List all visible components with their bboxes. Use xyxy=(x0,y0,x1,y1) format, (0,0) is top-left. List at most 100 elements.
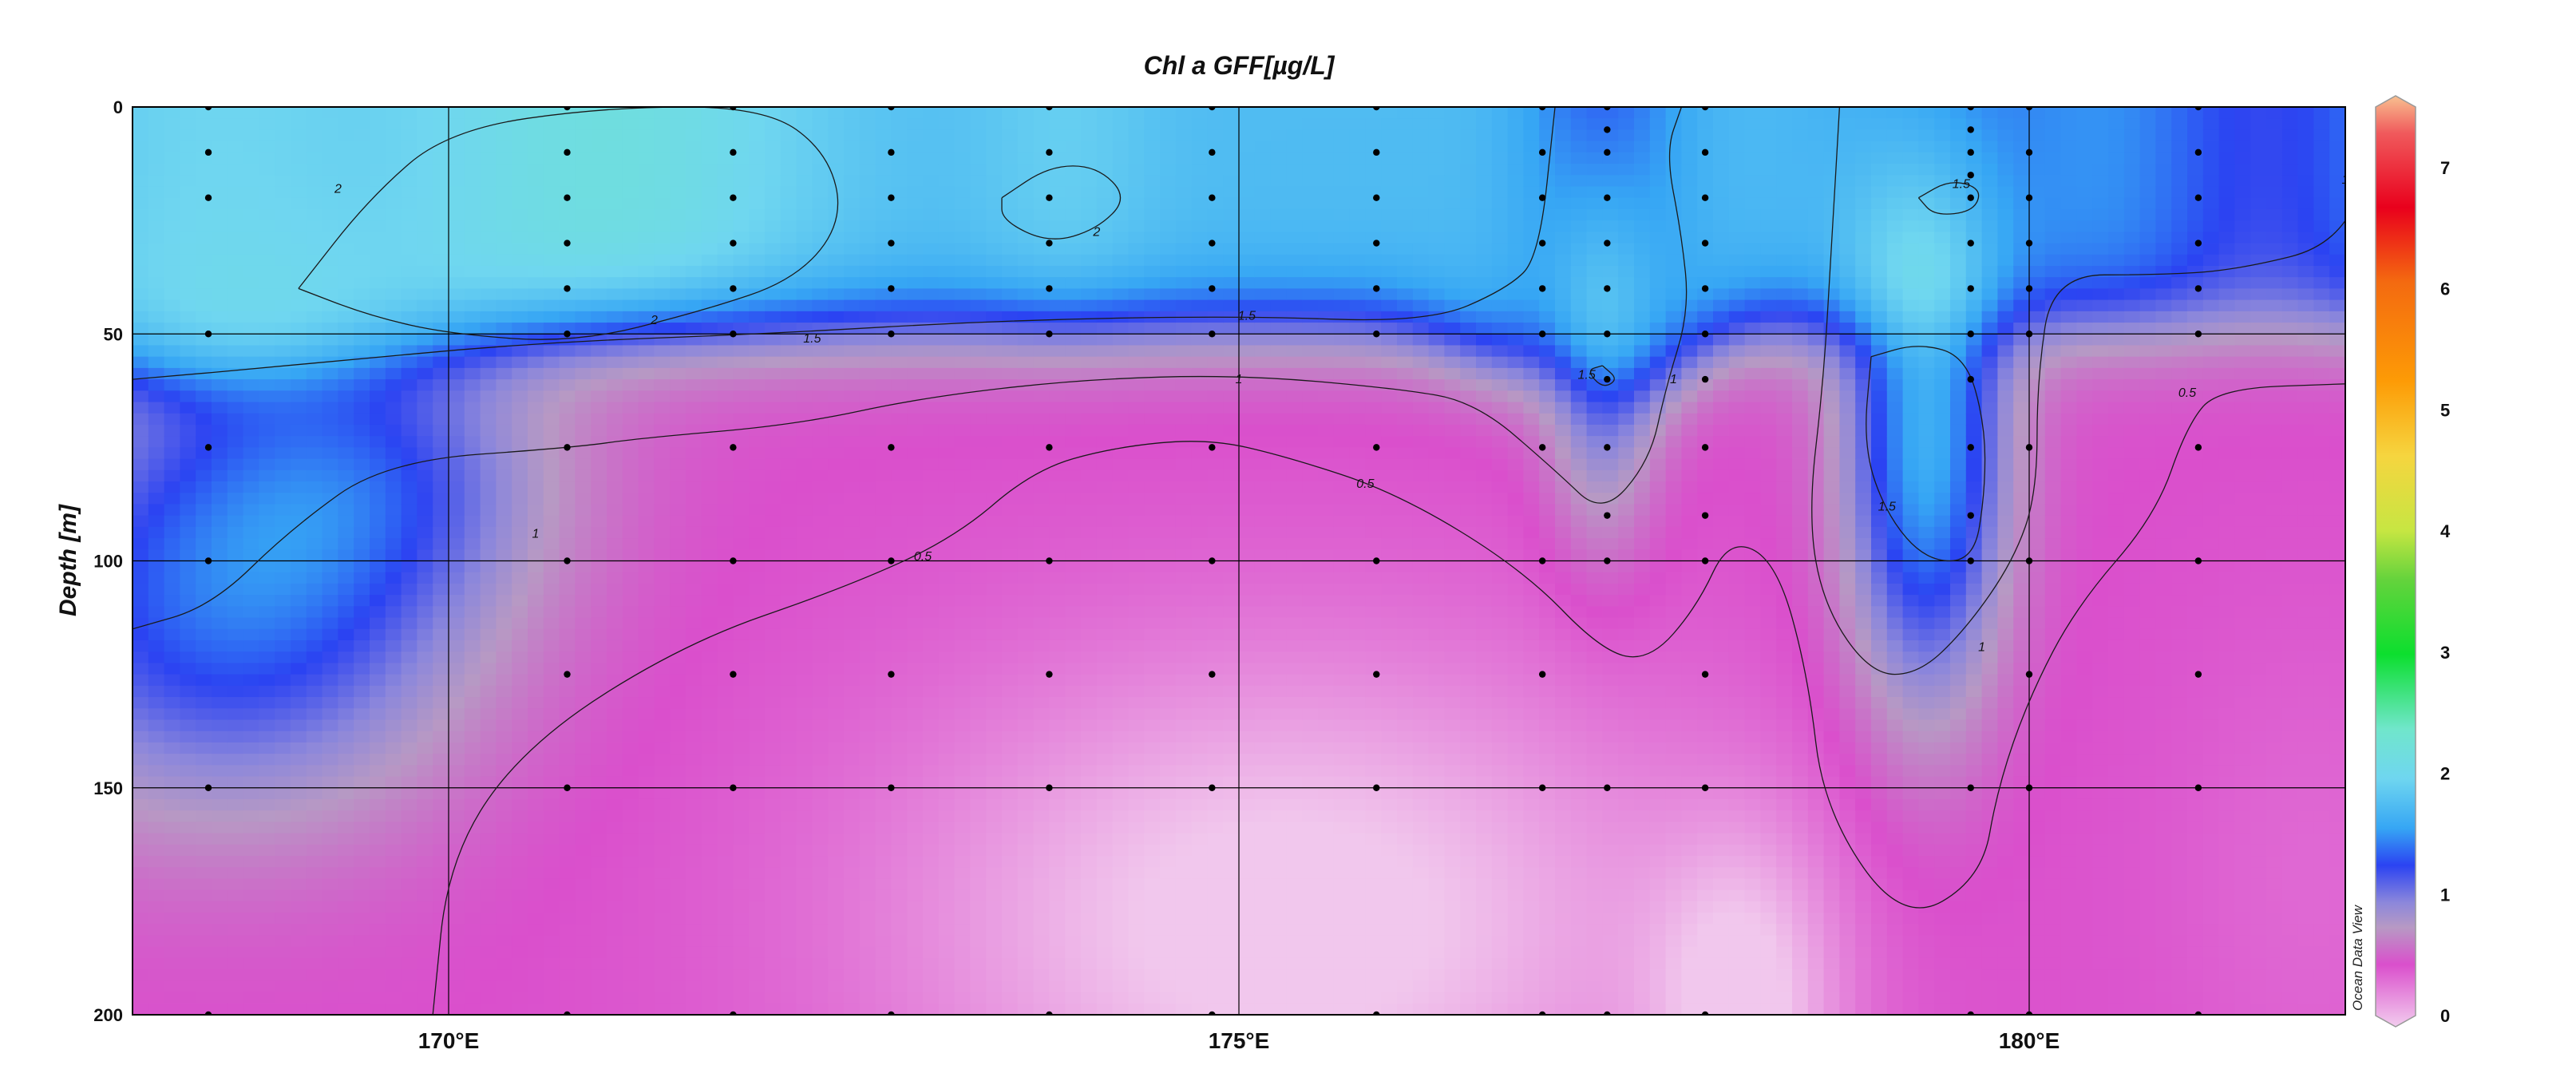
heat-cell xyxy=(733,265,750,278)
heat-cell xyxy=(354,742,370,754)
heat-cell xyxy=(654,299,671,312)
heat-cell xyxy=(780,265,797,278)
heat-cell xyxy=(654,810,671,823)
heat-cell xyxy=(875,549,892,562)
heat-cell xyxy=(1002,538,1019,551)
heat-cell xyxy=(354,572,370,584)
heat-cell xyxy=(638,243,655,255)
heat-cell xyxy=(464,560,481,573)
heat-cell xyxy=(1002,969,1019,982)
heat-cell xyxy=(496,697,512,710)
heat-cell xyxy=(1112,232,1130,244)
heat-cell xyxy=(923,504,940,517)
heat-cell xyxy=(875,776,892,789)
heat-cell xyxy=(464,265,481,278)
heat-cell xyxy=(306,345,323,358)
heat-cell xyxy=(401,277,418,290)
heat-cell xyxy=(322,458,339,471)
heat-cell xyxy=(227,107,244,120)
heat-cell xyxy=(543,685,560,698)
heat-cell xyxy=(559,980,576,993)
heat-cell xyxy=(654,946,671,959)
heat-cell xyxy=(622,617,639,630)
heat-cell xyxy=(133,526,149,539)
heat-cell xyxy=(701,186,718,199)
heat-cell xyxy=(370,901,386,913)
heat-cell xyxy=(433,538,449,551)
heat-cell xyxy=(1065,754,1082,766)
heat-cell xyxy=(686,413,702,426)
heat-cell xyxy=(1112,118,1130,131)
heat-cell xyxy=(638,526,655,539)
heat-cell xyxy=(1049,515,1066,528)
heat-cell xyxy=(812,822,829,834)
heat-cell xyxy=(575,617,592,630)
heat-cell xyxy=(859,889,876,902)
heat-cell xyxy=(607,674,623,687)
heat-cell xyxy=(559,957,576,970)
heat-cell xyxy=(354,719,370,732)
heat-cell xyxy=(844,243,861,255)
heat-cell xyxy=(543,129,560,142)
heat-cell xyxy=(559,299,576,312)
heat-cell xyxy=(670,708,687,721)
heat-cell xyxy=(986,197,1003,210)
heat-cell xyxy=(180,560,196,573)
heat-cell xyxy=(528,379,544,392)
heat-cell xyxy=(844,526,861,539)
heat-cell xyxy=(986,356,1003,369)
heat-cell xyxy=(907,379,924,392)
heat-cell xyxy=(1065,197,1082,210)
heat-cell xyxy=(433,878,449,891)
heat-cell xyxy=(464,731,481,743)
heat-cell xyxy=(133,992,149,1004)
heat-cell xyxy=(464,549,481,562)
heat-cell xyxy=(196,935,212,948)
heat-cell xyxy=(812,379,829,392)
heat-cell xyxy=(765,822,782,834)
heat-cell xyxy=(859,776,876,789)
heat-cell xyxy=(1049,754,1066,766)
heat-cell xyxy=(322,299,339,312)
heat-cell xyxy=(385,685,402,698)
heat-cell xyxy=(496,526,512,539)
heat-cell xyxy=(133,663,149,675)
heat-cell xyxy=(780,345,797,358)
heat-cell xyxy=(275,265,291,278)
heat-cell xyxy=(1081,493,1098,505)
heat-cell xyxy=(686,980,702,993)
heat-cell xyxy=(243,628,260,641)
heat-cell xyxy=(986,606,1003,619)
heat-cell xyxy=(338,844,354,857)
heat-cell xyxy=(859,436,876,449)
heat-cell xyxy=(164,141,181,153)
heat-cell xyxy=(749,345,766,358)
heat-cell xyxy=(133,390,149,403)
heat-cell xyxy=(433,844,449,857)
heat-cell xyxy=(701,345,718,358)
heat-cell xyxy=(275,992,291,1004)
heat-cell xyxy=(875,447,892,460)
heat-cell xyxy=(1033,197,1051,210)
heat-cell xyxy=(749,504,766,517)
heat-cell xyxy=(780,299,797,312)
heat-cell xyxy=(765,323,782,335)
heat-cell xyxy=(859,152,876,164)
heat-cell xyxy=(1002,208,1019,221)
heat-cell xyxy=(464,538,481,551)
heat-cell xyxy=(401,493,418,505)
heat-cell xyxy=(322,901,339,913)
heat-cell xyxy=(749,197,766,210)
heat-cell xyxy=(670,935,687,948)
heat-cell xyxy=(828,822,845,834)
heat-cell xyxy=(401,208,418,221)
heat-cell xyxy=(796,867,813,880)
heat-cell xyxy=(512,810,528,823)
heat-cell xyxy=(227,436,244,449)
heat-cell xyxy=(275,583,291,596)
heat-cell xyxy=(749,288,766,301)
heat-cell xyxy=(433,663,449,675)
heat-cell xyxy=(1096,798,1114,811)
heat-cell xyxy=(1002,311,1019,323)
heat-cell xyxy=(591,674,607,687)
